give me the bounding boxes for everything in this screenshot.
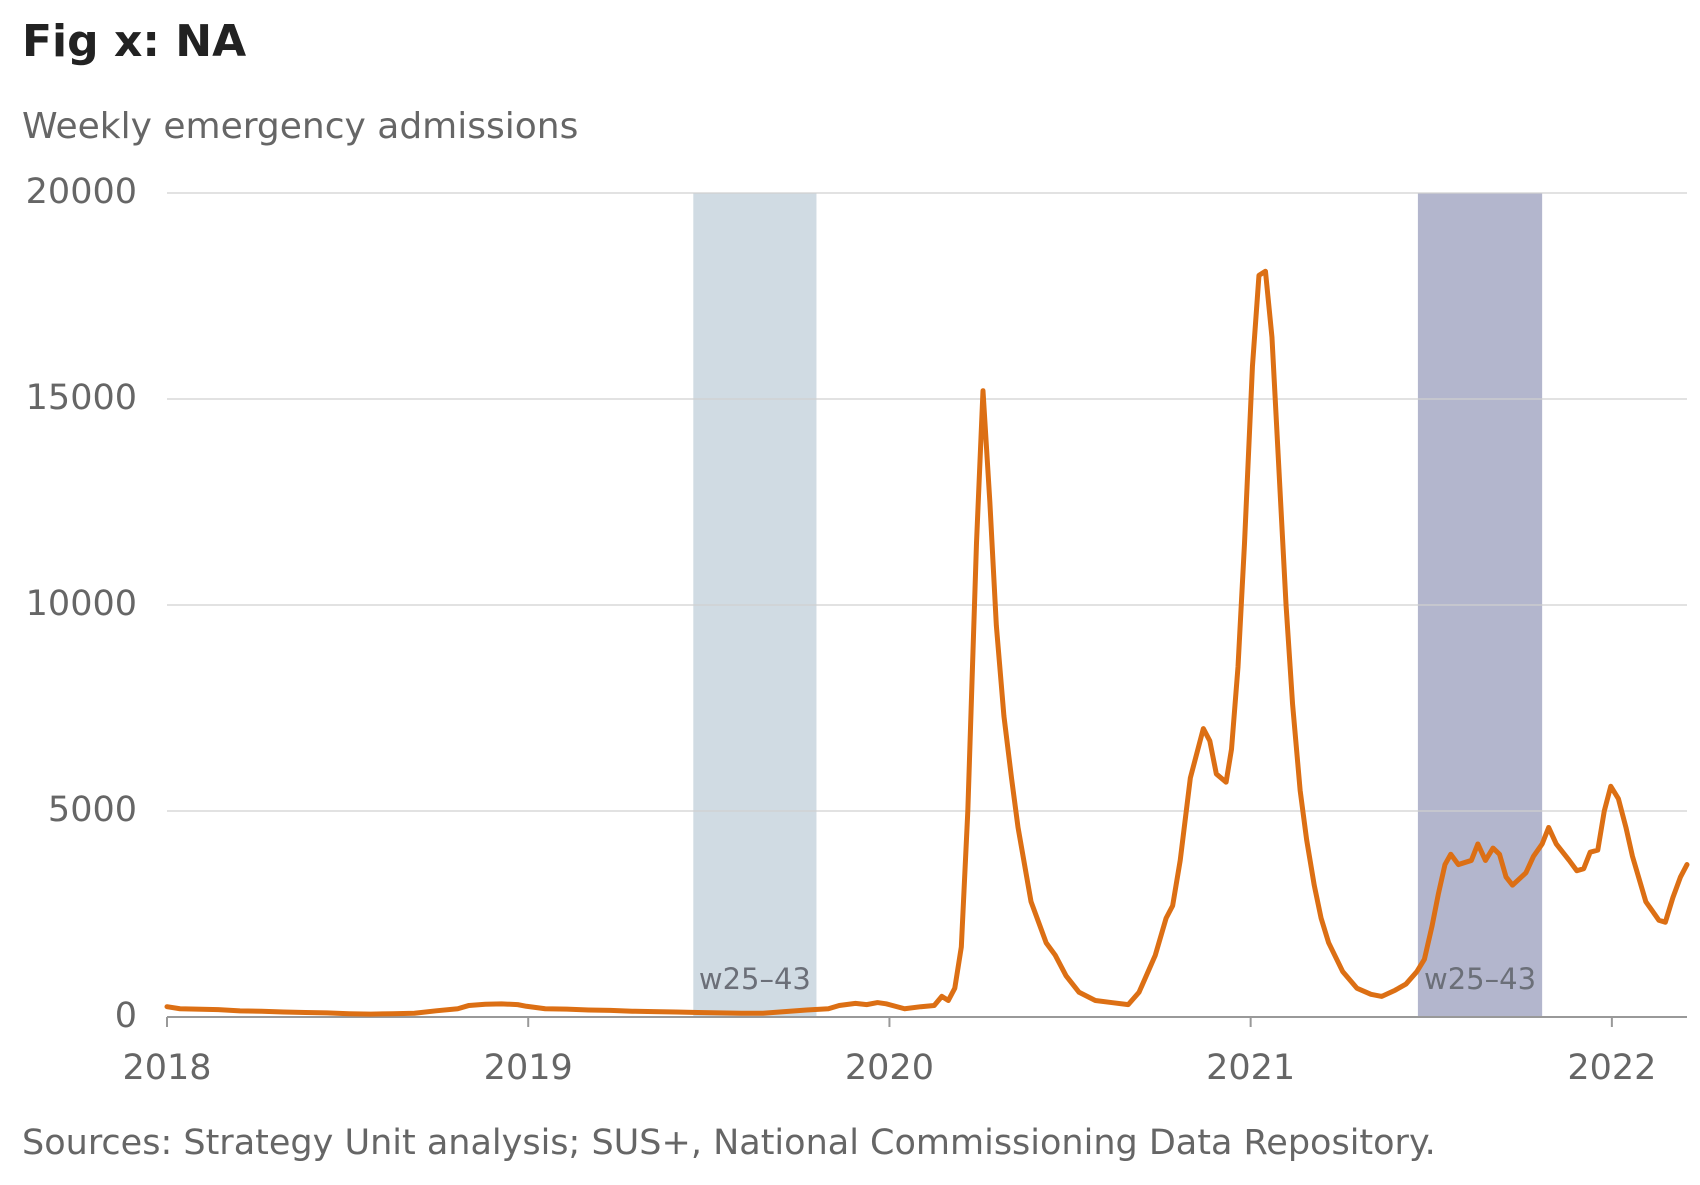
source-note: Sources: Strategy Unit analysis; SUS+, N… bbox=[22, 1123, 1436, 1163]
chart-title: Fig x: NA bbox=[22, 16, 246, 67]
x-tick-label: 2022 bbox=[1567, 1048, 1656, 1088]
y-tick-label: 20000 bbox=[26, 172, 137, 212]
chart-subtitle: Weekly emergency admissions bbox=[22, 106, 578, 147]
y-tick-label: 15000 bbox=[26, 378, 137, 418]
x-tick-label: 2018 bbox=[122, 1048, 211, 1088]
x-tick-label: 2019 bbox=[484, 1048, 573, 1088]
band-label: w25–43 bbox=[1424, 962, 1536, 996]
y-tick-label: 5000 bbox=[48, 790, 137, 830]
x-tick-label: 2021 bbox=[1206, 1048, 1295, 1088]
data-line bbox=[164, 268, 1690, 1017]
x-tick-label: 2020 bbox=[845, 1048, 934, 1088]
y-tick-label: 0 bbox=[115, 996, 137, 1036]
band-label: w25–43 bbox=[699, 962, 811, 996]
y-tick-label: 10000 bbox=[26, 584, 137, 624]
